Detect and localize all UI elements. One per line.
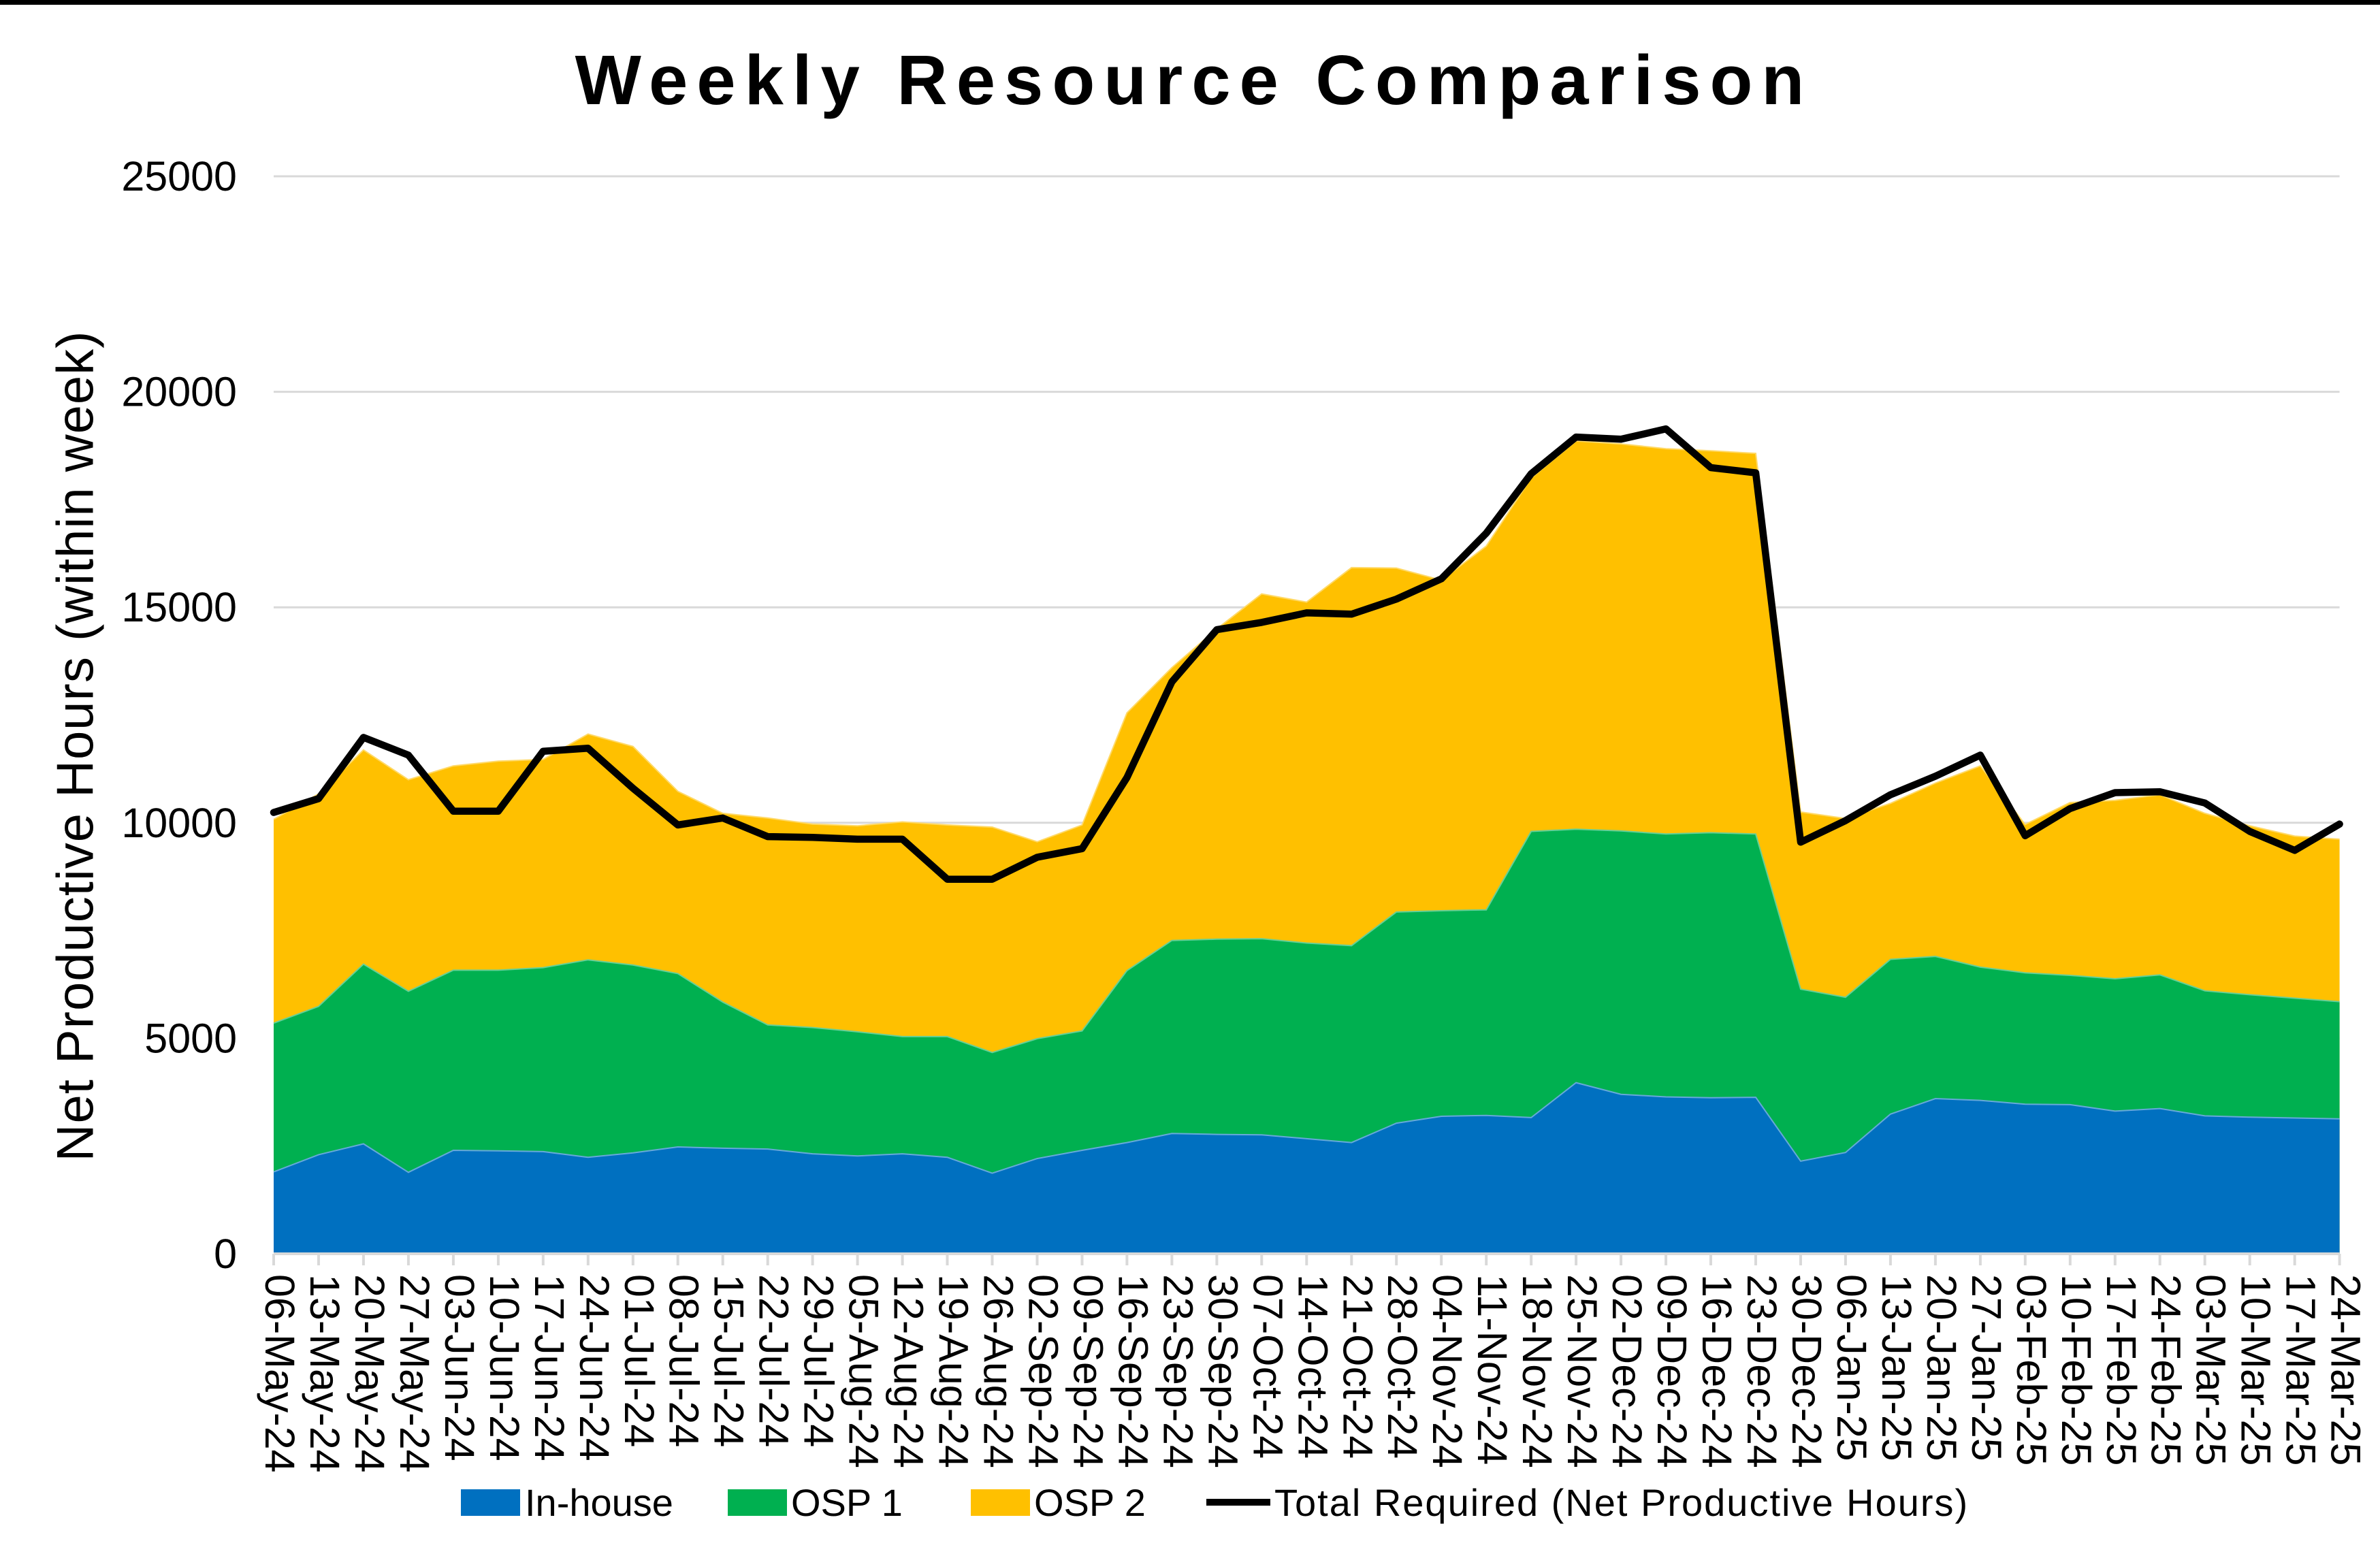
svg-text:01-Jul-24: 01-Jul-24 — [616, 1274, 662, 1447]
svg-text:03-Feb-25: 03-Feb-25 — [2008, 1274, 2055, 1465]
svg-text:13-May-24: 13-May-24 — [302, 1274, 348, 1473]
svg-text:10000: 10000 — [121, 800, 237, 846]
svg-text:16-Sep-24: 16-Sep-24 — [1110, 1274, 1156, 1468]
svg-text:21-Oct-24: 21-Oct-24 — [1334, 1274, 1381, 1459]
svg-text:23-Sep-24: 23-Sep-24 — [1155, 1274, 1201, 1468]
svg-text:02-Dec-24: 02-Dec-24 — [1604, 1274, 1650, 1468]
svg-text:24-Mar-25: 24-Mar-25 — [2323, 1274, 2369, 1465]
svg-text:20-Jan-25: 20-Jan-25 — [1918, 1274, 1965, 1461]
svg-text:12-Aug-24: 12-Aug-24 — [886, 1274, 932, 1468]
svg-text:14-Oct-24: 14-Oct-24 — [1289, 1274, 1336, 1459]
svg-text:Total Required (Net Productive: Total Required (Net Productive Hours) — [1274, 1481, 1969, 1524]
svg-text:20000: 20000 — [121, 369, 237, 415]
svg-text:28-Oct-24: 28-Oct-24 — [1379, 1274, 1426, 1459]
svg-text:19-Aug-24: 19-Aug-24 — [931, 1274, 977, 1468]
svg-text:10-Feb-25: 10-Feb-25 — [2053, 1274, 2100, 1465]
svg-text:20-May-24: 20-May-24 — [347, 1274, 393, 1473]
svg-text:09-Dec-24: 09-Dec-24 — [1649, 1274, 1695, 1468]
svg-text:15000: 15000 — [121, 584, 237, 630]
svg-text:16-Dec-24: 16-Dec-24 — [1694, 1274, 1740, 1468]
svg-text:In-house: In-house — [525, 1481, 673, 1524]
svg-text:02-Sep-24: 02-Sep-24 — [1020, 1274, 1067, 1468]
svg-text:11-Nov-24: 11-Nov-24 — [1469, 1274, 1515, 1465]
svg-text:18-Nov-24: 18-Nov-24 — [1514, 1274, 1560, 1468]
svg-text:10-Jun-24: 10-Jun-24 — [481, 1274, 528, 1461]
svg-text:24-Feb-25: 24-Feb-25 — [2143, 1274, 2189, 1465]
svg-text:06-May-24: 06-May-24 — [257, 1274, 303, 1473]
svg-text:10-Mar-25: 10-Mar-25 — [2233, 1274, 2279, 1465]
svg-text:OSP 2: OSP 2 — [1034, 1481, 1146, 1524]
svg-text:5000: 5000 — [144, 1015, 237, 1061]
svg-text:22-Jul-24: 22-Jul-24 — [751, 1274, 797, 1447]
svg-text:17-Jun-24: 17-Jun-24 — [526, 1274, 573, 1461]
svg-text:27-May-24: 27-May-24 — [391, 1274, 438, 1473]
svg-text:Net Productive Hours (within w: Net Productive Hours (within week) — [47, 331, 105, 1162]
svg-text:30-Sep-24: 30-Sep-24 — [1200, 1274, 1246, 1468]
svg-text:27-Jan-25: 27-Jan-25 — [1963, 1274, 2010, 1461]
svg-text:15-Jul-24: 15-Jul-24 — [706, 1274, 752, 1447]
svg-text:26-Aug-24: 26-Aug-24 — [976, 1274, 1022, 1468]
svg-text:29-Jul-24: 29-Jul-24 — [796, 1274, 842, 1447]
svg-text:17-Mar-25: 17-Mar-25 — [2278, 1274, 2324, 1465]
svg-text:Weekly Resource Comparison: Weekly Resource Comparison — [575, 41, 1814, 119]
svg-text:08-Jul-24: 08-Jul-24 — [661, 1274, 707, 1447]
svg-text:17-Feb-25: 17-Feb-25 — [2098, 1274, 2144, 1465]
svg-text:0: 0 — [214, 1231, 237, 1277]
svg-text:24-Jun-24: 24-Jun-24 — [571, 1274, 617, 1461]
svg-text:25-Nov-24: 25-Nov-24 — [1559, 1274, 1605, 1468]
svg-text:25000: 25000 — [121, 153, 237, 199]
svg-text:09-Sep-24: 09-Sep-24 — [1065, 1274, 1112, 1468]
svg-text:23-Dec-24: 23-Dec-24 — [1739, 1274, 1785, 1468]
svg-text:30-Dec-24: 30-Dec-24 — [1784, 1274, 1830, 1468]
svg-text:13-Jan-25: 13-Jan-25 — [1874, 1274, 1920, 1461]
svg-text:04-Nov-24: 04-Nov-24 — [1424, 1274, 1470, 1468]
svg-text:03-Jun-24: 03-Jun-24 — [436, 1274, 483, 1461]
svg-text:05-Aug-24: 05-Aug-24 — [841, 1274, 887, 1468]
svg-text:06-Jan-25: 06-Jan-25 — [1829, 1274, 1875, 1461]
svg-text:03-Mar-25: 03-Mar-25 — [2188, 1274, 2234, 1465]
svg-text:07-Oct-24: 07-Oct-24 — [1244, 1274, 1291, 1459]
svg-text:OSP 1: OSP 1 — [791, 1481, 903, 1524]
